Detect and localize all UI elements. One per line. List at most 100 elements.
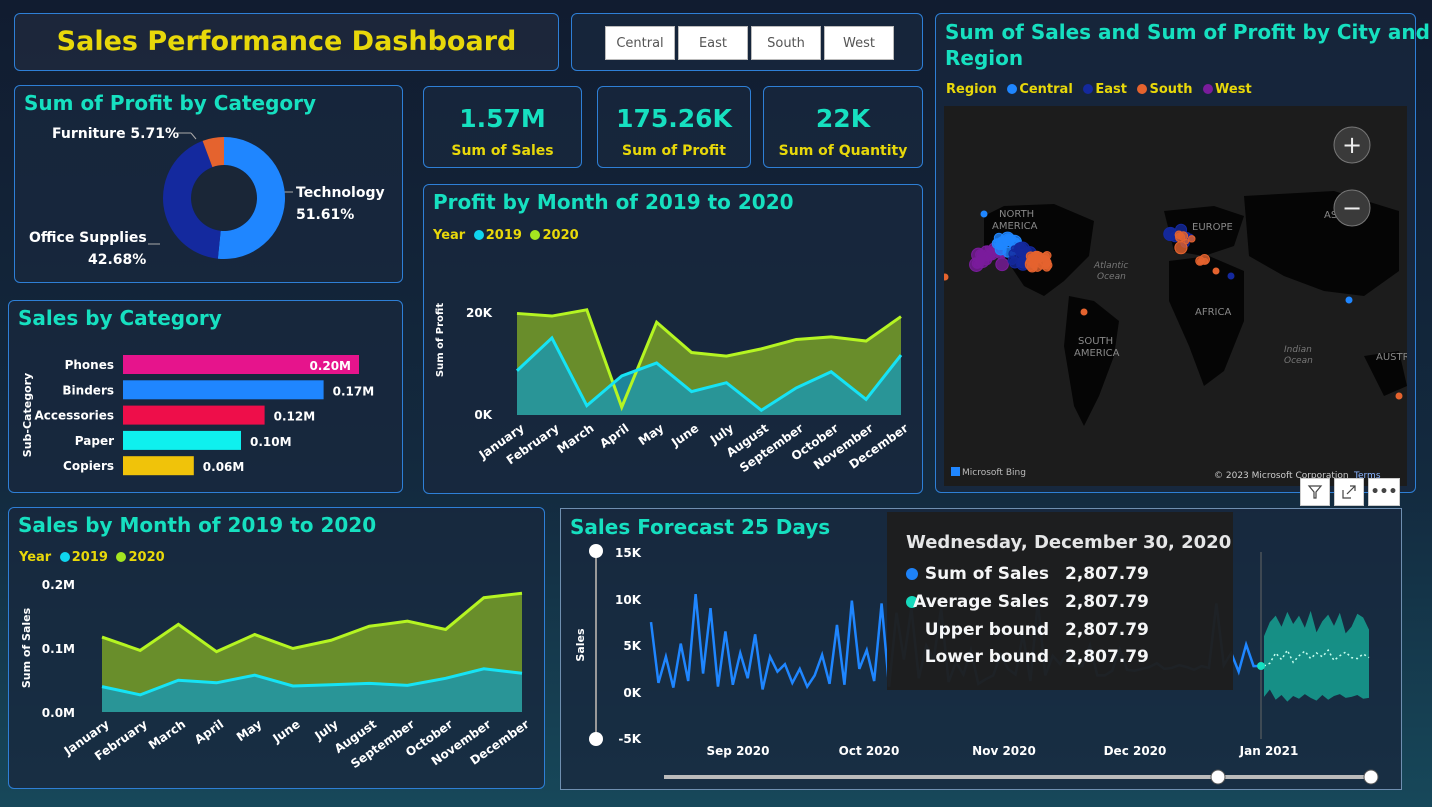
map-legend-west-dot (1203, 84, 1214, 94)
map-bubble (980, 210, 988, 218)
tooltip-upper-value: 2,807.79 (1065, 620, 1149, 640)
legend-2020-label-2: 2020 (128, 550, 165, 565)
bar-phones (123, 355, 359, 374)
legend-2019-label: 2019 (485, 228, 522, 243)
bar-accessories (123, 405, 265, 425)
sm-xtick-april: April (192, 717, 226, 747)
sm-xtick-march: March (146, 717, 188, 752)
tooltip-lower-value: 2,807.79 (1065, 647, 1149, 667)
forecast-hover-point (1257, 661, 1265, 670)
tooltip-upper-label: Upper bound (924, 620, 1049, 640)
legend-2020-dot-2 (116, 552, 127, 562)
donut-label-furniture: Furniture 5.71% (52, 126, 179, 142)
zoom-in-button[interactable] (1333, 126, 1371, 164)
profit-area-chart[interactable]: Sum of Profit 20K 0K JanuaryFebruaryMarc… (424, 185, 924, 495)
donut-slice-office-supplies (162, 140, 221, 259)
salesmonth-ylabel: Sum of Sales (20, 607, 33, 688)
map-bubble (944, 273, 949, 281)
sm-ytick-0: 0.2M (42, 578, 75, 592)
donut-label-office: Office Supplies (29, 230, 147, 246)
map-label-south: SOUTH (1078, 336, 1113, 347)
fc-xtick-jan: Jan 2021 (1239, 744, 1299, 758)
map-bubbles (944, 210, 1403, 400)
fc-ytick-5k: 5K (623, 639, 641, 653)
kpi-quantity-label: Sum of Quantity (778, 143, 908, 159)
fc-ytick-neg5k: -5K (618, 732, 641, 746)
focus-mode-icon[interactable] (1334, 478, 1364, 506)
title-card: Sales Performance Dashboard (14, 13, 559, 71)
kpi-profit-card: 175.26K Sum of Profit (597, 86, 751, 168)
profit-ytick-20k: 20K (466, 306, 493, 320)
legend-2019-label-2: 2019 (71, 550, 108, 565)
more-options-icon[interactable]: ••• (1368, 478, 1400, 506)
profit-line-2019 (515, 335, 903, 413)
bar-chart[interactable]: Sub-Category Phones 0.20M Binders 0.17M Acce… (9, 301, 404, 494)
bar-title: Sales by Category (18, 306, 222, 330)
map-title-line1: Sum of Sales and Sum of Profit by City a… (945, 20, 1430, 44)
map-label-north: NORTH (999, 209, 1034, 220)
donut-label-office-pct: 42.68% (88, 252, 146, 268)
region-slicer: Central East South West (571, 13, 923, 71)
slicer-south[interactable]: South (751, 26, 821, 60)
map-label-america2: AMERICA (1074, 348, 1120, 359)
forecast-line-chart[interactable]: Sales 15K 10K 5K 0K -5K Sep 2020 Oct 202… (561, 509, 1403, 791)
map-legend-title: Region (946, 82, 997, 97)
zoom-out-button[interactable] (1333, 189, 1371, 227)
salesmonth-title: Sales by Month of 2019 to 2020 (18, 513, 377, 537)
bar-category-binders: Binders (62, 383, 114, 397)
zoom-in-icon: + (1342, 131, 1362, 159)
bing-logo-icon (951, 467, 960, 476)
bar-copiers (123, 456, 194, 476)
profit-legend: Year 2019 2020 (433, 228, 579, 243)
forecast-prediction-line (1263, 648, 1370, 667)
fc-ytick-0k: 0K (623, 686, 641, 700)
sales-by-category-card: Sales by Category Sub-Category Phones 0.2… (8, 300, 403, 493)
forecast-ylabel: Sales (574, 628, 587, 662)
bar-value-binders: 0.17M (333, 384, 375, 398)
sm-xtick-may: May (234, 717, 265, 744)
kpi-sales-card: 1.57M Sum of Sales (423, 86, 582, 168)
slicer-central[interactable]: Central (605, 26, 675, 60)
x-range-slider-right-handle (1363, 769, 1379, 785)
tooltip-row-average: Average Sales 2,807.79 (906, 592, 1149, 612)
tooltip-sales-label: Sum of Sales (924, 564, 1049, 584)
sales-month-area-chart[interactable]: Sum of Sales 0.2M 0.1M 0.0M JanuaryFebru… (9, 508, 546, 790)
slicer-east[interactable]: East (678, 26, 748, 60)
sm-line-2019 (101, 667, 523, 697)
legend-2020-dot (530, 230, 541, 240)
map-bubble (1188, 235, 1196, 243)
map-bubble (1212, 267, 1220, 275)
tooltip-average-dot (906, 596, 918, 608)
fc-ytick-10k: 10K (615, 593, 642, 607)
map-label-ocean1: Ocean (1097, 272, 1126, 282)
zoom-out-icon: − (1342, 194, 1362, 222)
fc-ytick-15k: 15K (615, 546, 642, 560)
kpi-profit-label: Sum of Profit (622, 143, 726, 159)
donut-chart[interactable]: Furniture 5.71% Technology 51.61% Office… (15, 86, 404, 284)
map-bubble (1175, 232, 1186, 243)
map-label-america1: AMERICA (992, 221, 1038, 232)
bar-category-accessories: Accessories (35, 409, 115, 423)
profit-xtick-may: May (636, 421, 667, 448)
map-bubble (1026, 261, 1038, 273)
x-range-slider-left-handle (1210, 769, 1226, 785)
visual-header-toolbar: ••• (1300, 478, 1400, 506)
map-bubble (995, 257, 1009, 272)
map-canvas[interactable]: NORTH AMERICA EUROPE ASIA Atlantic Ocean… (944, 106, 1407, 486)
bar-category-paper: Paper (75, 434, 114, 448)
kpi-quantity-card: 22K Sum of Quantity (763, 86, 923, 168)
map-terms: Terms (1353, 471, 1381, 481)
kpi-sales-value: 1.57M (459, 104, 546, 133)
map-legend-east-dot (1083, 84, 1094, 94)
kpi-sales-label: Sum of Sales (451, 143, 554, 159)
fc-xtick-dec: Dec 2020 (1104, 744, 1167, 758)
forecast-confidence-band (1264, 610, 1369, 702)
map-card: Sum of Sales and Sum of Profit by City a… (935, 13, 1430, 493)
sm-ytick-1: 0.1M (42, 642, 75, 656)
slicer-west[interactable]: West (824, 26, 894, 60)
filter-icon[interactable] (1300, 478, 1330, 506)
forecast-tooltip: Wednesday, December 30, 2020 Sum of Sale… (887, 512, 1233, 690)
profit-xtick-april: April (597, 421, 631, 451)
map-bubble (1080, 308, 1088, 316)
donut-hole (192, 166, 256, 230)
